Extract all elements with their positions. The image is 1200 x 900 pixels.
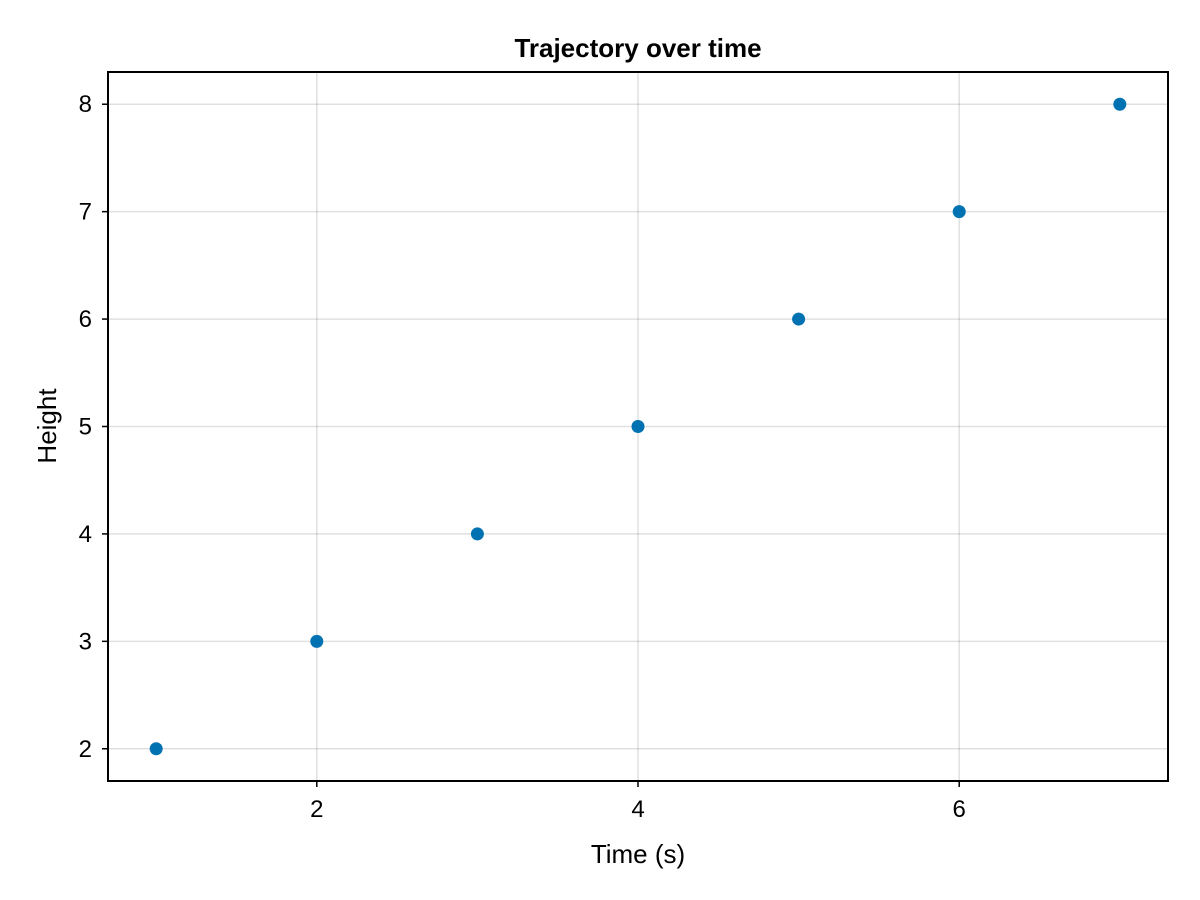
- data-point: [631, 420, 645, 433]
- y-axis-label: Height: [32, 388, 62, 464]
- y-tick-label: 6: [79, 306, 92, 333]
- y-tick-label: 2: [79, 736, 92, 763]
- data-point: [792, 312, 806, 326]
- chart-title: Trajectory over time: [514, 33, 761, 63]
- x-tick-label: 4: [631, 796, 644, 823]
- y-tick-label: 8: [79, 91, 92, 118]
- data-points: [149, 97, 1127, 756]
- x-tick-label: 2: [310, 796, 323, 823]
- x-axis-label: Time (s): [591, 839, 685, 869]
- grid: [108, 72, 1168, 781]
- y-tick-label: 4: [79, 521, 92, 548]
- axis-ticks: 2 4 6 2 3 4 5 6 7 8: [79, 91, 966, 823]
- data-point: [952, 205, 966, 219]
- y-tick-label: 3: [79, 628, 92, 655]
- data-point: [310, 634, 324, 648]
- data-point: [1113, 97, 1127, 111]
- y-tick-label: 7: [79, 199, 92, 226]
- data-point: [470, 527, 484, 541]
- x-tick-label: 6: [953, 796, 966, 823]
- data-point: [149, 742, 163, 756]
- y-tick-label: 5: [79, 414, 92, 441]
